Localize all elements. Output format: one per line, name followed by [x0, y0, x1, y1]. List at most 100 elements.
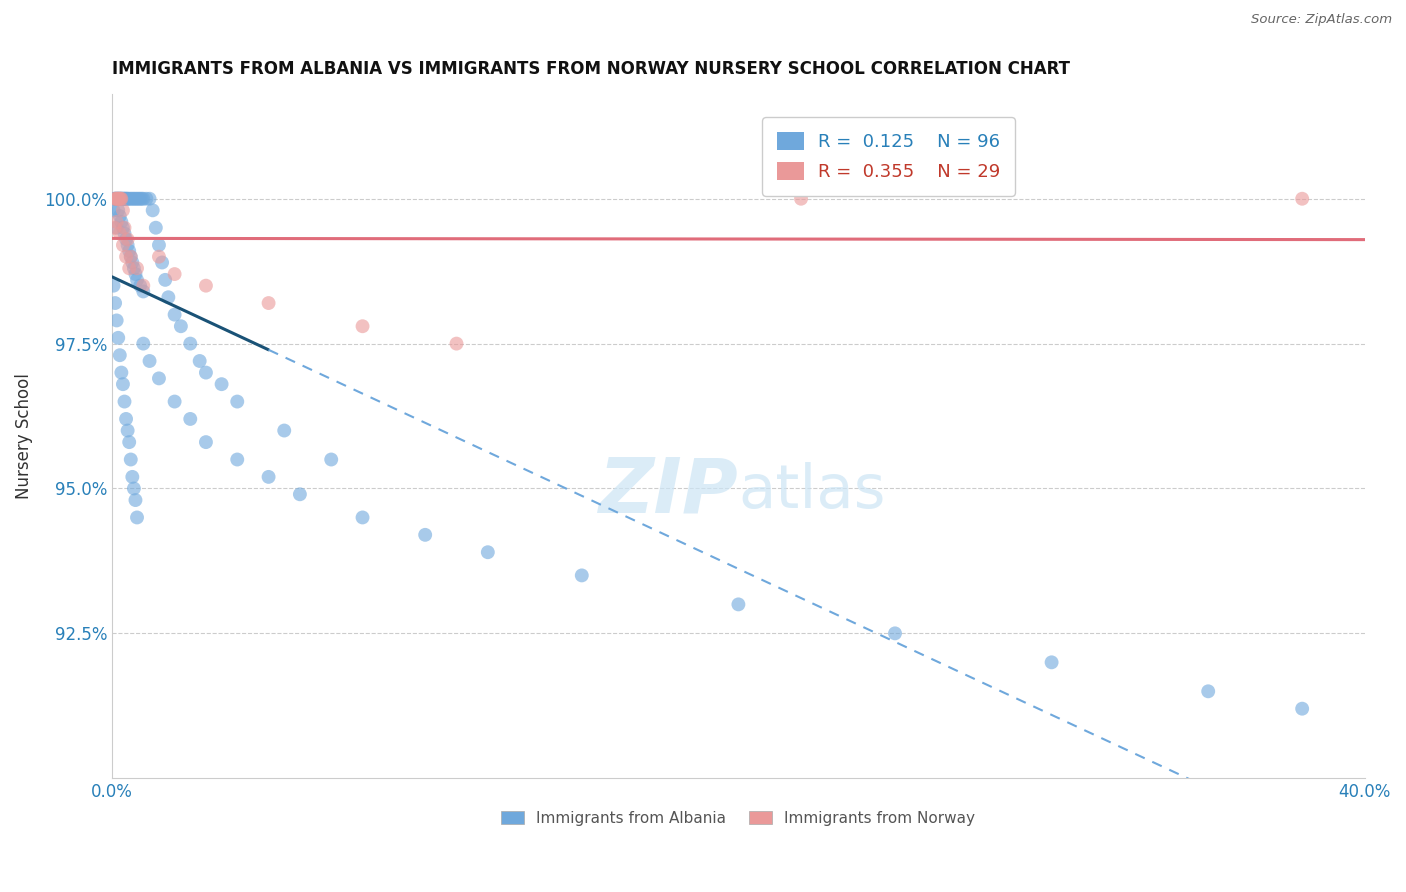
Point — [132, 336, 155, 351]
Point — [135, 192, 157, 206]
Point — [105, 192, 128, 206]
Point — [117, 424, 139, 438]
Point — [120, 250, 142, 264]
Point — [103, 278, 125, 293]
Point — [105, 220, 128, 235]
Point — [129, 192, 152, 206]
Point — [117, 232, 139, 246]
Point — [118, 261, 141, 276]
Point — [103, 203, 125, 218]
Point — [105, 192, 128, 206]
Point — [132, 192, 155, 206]
Point — [321, 452, 343, 467]
Point — [108, 192, 131, 206]
Point — [108, 227, 131, 241]
Point — [142, 203, 165, 218]
Point — [257, 470, 280, 484]
Point — [477, 545, 499, 559]
Point — [115, 192, 138, 206]
Point — [108, 192, 131, 206]
Point — [124, 192, 146, 206]
Point — [110, 366, 132, 380]
Point — [884, 626, 907, 640]
Point — [110, 215, 132, 229]
Point — [148, 238, 170, 252]
Point — [107, 203, 129, 218]
Point — [120, 452, 142, 467]
Point — [110, 192, 132, 206]
Point — [273, 424, 295, 438]
Point — [157, 290, 180, 304]
Point — [120, 192, 142, 206]
Point — [211, 377, 233, 392]
Point — [111, 192, 134, 206]
Point — [132, 285, 155, 299]
Point — [138, 192, 160, 206]
Point — [163, 267, 186, 281]
Point — [105, 215, 128, 229]
Point — [155, 273, 177, 287]
Point — [194, 366, 217, 380]
Point — [110, 192, 132, 206]
Point — [124, 267, 146, 281]
Point — [103, 220, 125, 235]
Point — [111, 203, 134, 218]
Point — [170, 319, 193, 334]
Point — [194, 435, 217, 450]
Point — [121, 470, 143, 484]
Point — [114, 220, 136, 235]
Point — [108, 348, 131, 362]
Point — [122, 261, 145, 276]
Point — [125, 192, 148, 206]
Point — [120, 250, 142, 264]
Point — [571, 568, 593, 582]
Point — [104, 192, 127, 206]
Point — [226, 394, 249, 409]
Point — [1291, 701, 1313, 715]
Point — [257, 296, 280, 310]
Point — [115, 250, 138, 264]
Point — [107, 331, 129, 345]
Point — [110, 192, 132, 206]
Point — [413, 528, 436, 542]
Point — [114, 394, 136, 409]
Point — [111, 377, 134, 392]
Point — [138, 354, 160, 368]
Point — [111, 192, 134, 206]
Point — [179, 412, 201, 426]
Text: Source: ZipAtlas.com: Source: ZipAtlas.com — [1251, 13, 1392, 27]
Point — [125, 261, 148, 276]
Point — [105, 313, 128, 327]
Point — [122, 482, 145, 496]
Point — [118, 244, 141, 258]
Point — [179, 336, 201, 351]
Point — [112, 192, 135, 206]
Point — [128, 192, 150, 206]
Point — [150, 255, 173, 269]
Point — [148, 371, 170, 385]
Point — [727, 598, 749, 612]
Text: IMMIGRANTS FROM ALBANIA VS IMMIGRANTS FROM NORWAY NURSERY SCHOOL CORRELATION CHA: IMMIGRANTS FROM ALBANIA VS IMMIGRANTS FR… — [112, 60, 1070, 78]
Point — [114, 192, 136, 206]
Point — [108, 209, 131, 223]
Point — [115, 232, 138, 246]
Text: atlas: atlas — [738, 461, 886, 521]
Point — [1197, 684, 1219, 698]
Point — [125, 273, 148, 287]
Point — [188, 354, 211, 368]
Point — [111, 220, 134, 235]
Point — [117, 192, 139, 206]
Point — [124, 493, 146, 508]
Point — [111, 238, 134, 252]
Point — [115, 192, 138, 206]
Point — [117, 238, 139, 252]
Point — [194, 278, 217, 293]
Point — [108, 192, 131, 206]
Point — [1291, 192, 1313, 206]
Point — [129, 278, 152, 293]
Point — [121, 255, 143, 269]
Point — [145, 220, 167, 235]
Point — [107, 192, 129, 206]
Point — [121, 192, 143, 206]
Point — [352, 510, 374, 524]
